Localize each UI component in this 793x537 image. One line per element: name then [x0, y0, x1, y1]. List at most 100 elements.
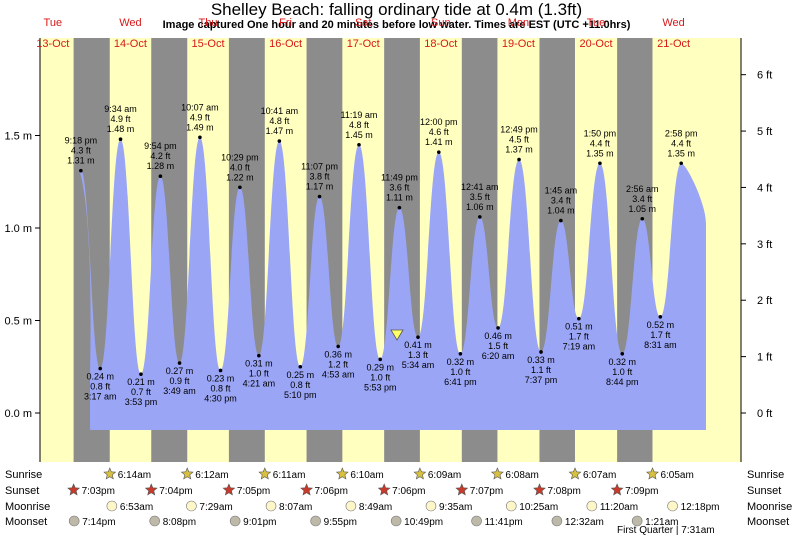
high-tide-point	[357, 142, 361, 147]
low-tide-time: 4:30 pm	[204, 393, 237, 403]
high-tide-time: 2:56 am	[626, 184, 659, 194]
day-header-dow: Tue	[44, 17, 63, 29]
moonrise-time: 10:25am	[519, 502, 558, 513]
moonrise-icon	[345, 500, 357, 512]
y-tick-label-right: 2 ft	[757, 295, 772, 307]
high-tide-time: 1:50 pm	[584, 128, 617, 138]
high-tide-feet: 3.6 ft	[389, 183, 410, 193]
sunrise-icon	[646, 467, 659, 480]
sunrise-time: 6:12am	[195, 470, 228, 481]
sunset-icon	[533, 483, 546, 496]
high-tide-time: 11:07 pm	[301, 162, 338, 172]
moonrise-icon	[586, 500, 598, 512]
sunset-icon	[610, 483, 624, 496]
row-label-left: Moonset	[5, 516, 47, 528]
low-tide-point	[416, 335, 420, 339]
low-tide-metres: 0.32 m	[447, 357, 475, 367]
day-header-dow: Sat	[355, 17, 372, 29]
sunset-time: 7:06pm	[315, 486, 348, 497]
high-tide-time: 9:34 am	[104, 104, 137, 114]
sunrise-time: 6:05am	[660, 470, 693, 481]
high-tide-point	[79, 168, 83, 173]
moonset-time: 8:08pm	[163, 517, 196, 528]
sunrise-icon	[568, 467, 582, 480]
sunset-icon	[222, 483, 236, 496]
high-tide-point	[317, 194, 322, 199]
high-tide-feet: 4.4 ft	[590, 138, 611, 148]
high-tide-metres: 1.37 m	[505, 145, 533, 155]
low-tide-time: 7:19 am	[563, 342, 596, 352]
high-tide-time: 9:18 pm	[65, 136, 98, 146]
high-tide-feet: 4.2 ft	[150, 151, 171, 161]
row-label-right: Moonrise	[747, 501, 792, 513]
low-tide-metres: 0.52 m	[647, 320, 675, 330]
high-tide-time: 10:29 pm	[221, 152, 259, 162]
high-tide-metres: 1.17 m	[306, 182, 334, 192]
low-tide-time: 8:44 pm	[606, 377, 639, 387]
high-tide-feet: 4.4 ft	[671, 138, 692, 148]
high-tide-point	[478, 215, 482, 219]
low-tide-feet: 1.1 ft	[531, 365, 552, 375]
high-tide-feet: 3.4 ft	[551, 196, 572, 206]
low-tide-time: 8:31 am	[644, 340, 677, 350]
low-tide-point	[139, 372, 143, 376]
low-tide-time: 7:37 pm	[525, 375, 558, 385]
high-tide-time: 9:54 pm	[144, 141, 177, 151]
low-tide-point	[177, 361, 182, 365]
day-header-dow: Fri	[279, 17, 292, 29]
low-tide-feet: 0.8 ft	[90, 382, 111, 392]
moonset-time: 9:55pm	[324, 517, 357, 528]
low-tide-time: 3:17 am	[84, 392, 117, 402]
moonrise-icon	[667, 500, 678, 512]
high-tide-metres: 1.28 m	[147, 161, 175, 171]
day-header-dow: Wed	[119, 17, 141, 29]
high-tide-point	[640, 216, 645, 221]
day-header-date: 20-Oct	[579, 38, 612, 50]
moonset-time: 1:21am	[645, 517, 678, 528]
low-tide-metres: 0.21 m	[127, 377, 155, 387]
sunset-icon	[67, 483, 81, 496]
low-tide-time: 5:10 pm	[284, 390, 317, 400]
high-tide-metres: 1.47 m	[266, 126, 294, 136]
high-tide-point	[277, 139, 282, 143]
moonrise-icon	[505, 500, 517, 512]
day-header-date: 19-Oct	[502, 38, 535, 50]
high-tide-point	[598, 161, 602, 166]
low-tide-point	[658, 315, 663, 319]
high-tide-point	[679, 161, 683, 166]
low-tide-feet: 0.8 ft	[211, 383, 232, 393]
y-tick-label-right: 4 ft	[757, 182, 772, 194]
sunset-time: 7:05pm	[237, 486, 270, 497]
sunset-icon	[144, 483, 158, 496]
moonset-time: 12:32am	[565, 517, 604, 528]
y-tick-label-left: 0.5 m	[4, 316, 32, 328]
high-tide-metres: 1.04 m	[547, 206, 575, 216]
high-tide-time: 11:19 am	[341, 110, 378, 120]
low-tide-metres: 0.51 m	[565, 322, 593, 332]
moonrise-time: 7:29am	[199, 502, 232, 513]
low-tide-point	[620, 352, 625, 356]
moonset-time: 9:01pm	[243, 517, 276, 528]
y-tick-label-left: 1.5 m	[4, 131, 32, 143]
moonrise-time: 11:20am	[600, 502, 638, 513]
high-tide-point	[198, 135, 202, 140]
sunset-time: 7:08pm	[547, 486, 580, 497]
low-tide-metres: 0.36 m	[324, 349, 352, 359]
y-tick-label-right: 6 ft	[757, 70, 772, 82]
sunset-time: 7:07pm	[470, 486, 503, 497]
moonset-icon	[551, 515, 563, 527]
low-tide-time: 3:53 pm	[125, 397, 158, 407]
low-tide-metres: 0.25 m	[287, 370, 315, 380]
low-tide-feet: 0.8 ft	[290, 380, 311, 390]
low-tide-time: 5:53 pm	[364, 382, 397, 392]
day-header-date: 21-Oct	[657, 38, 690, 50]
sunrise-time: 6:08am	[505, 470, 538, 481]
low-tide-metres: 0.41 m	[404, 340, 432, 350]
moonrise-time: 12:18pm	[681, 502, 720, 513]
day-header-date: 16-Oct	[269, 38, 302, 50]
row-label-left: Moonrise	[5, 501, 50, 513]
sunset-icon	[377, 483, 391, 496]
chart-subtitle: Image captured One hour and 20 minutes b…	[162, 19, 631, 31]
chart-title: Shelley Beach: falling ordinary tide at …	[210, 0, 583, 19]
row-label-left: Sunrise	[5, 469, 42, 481]
